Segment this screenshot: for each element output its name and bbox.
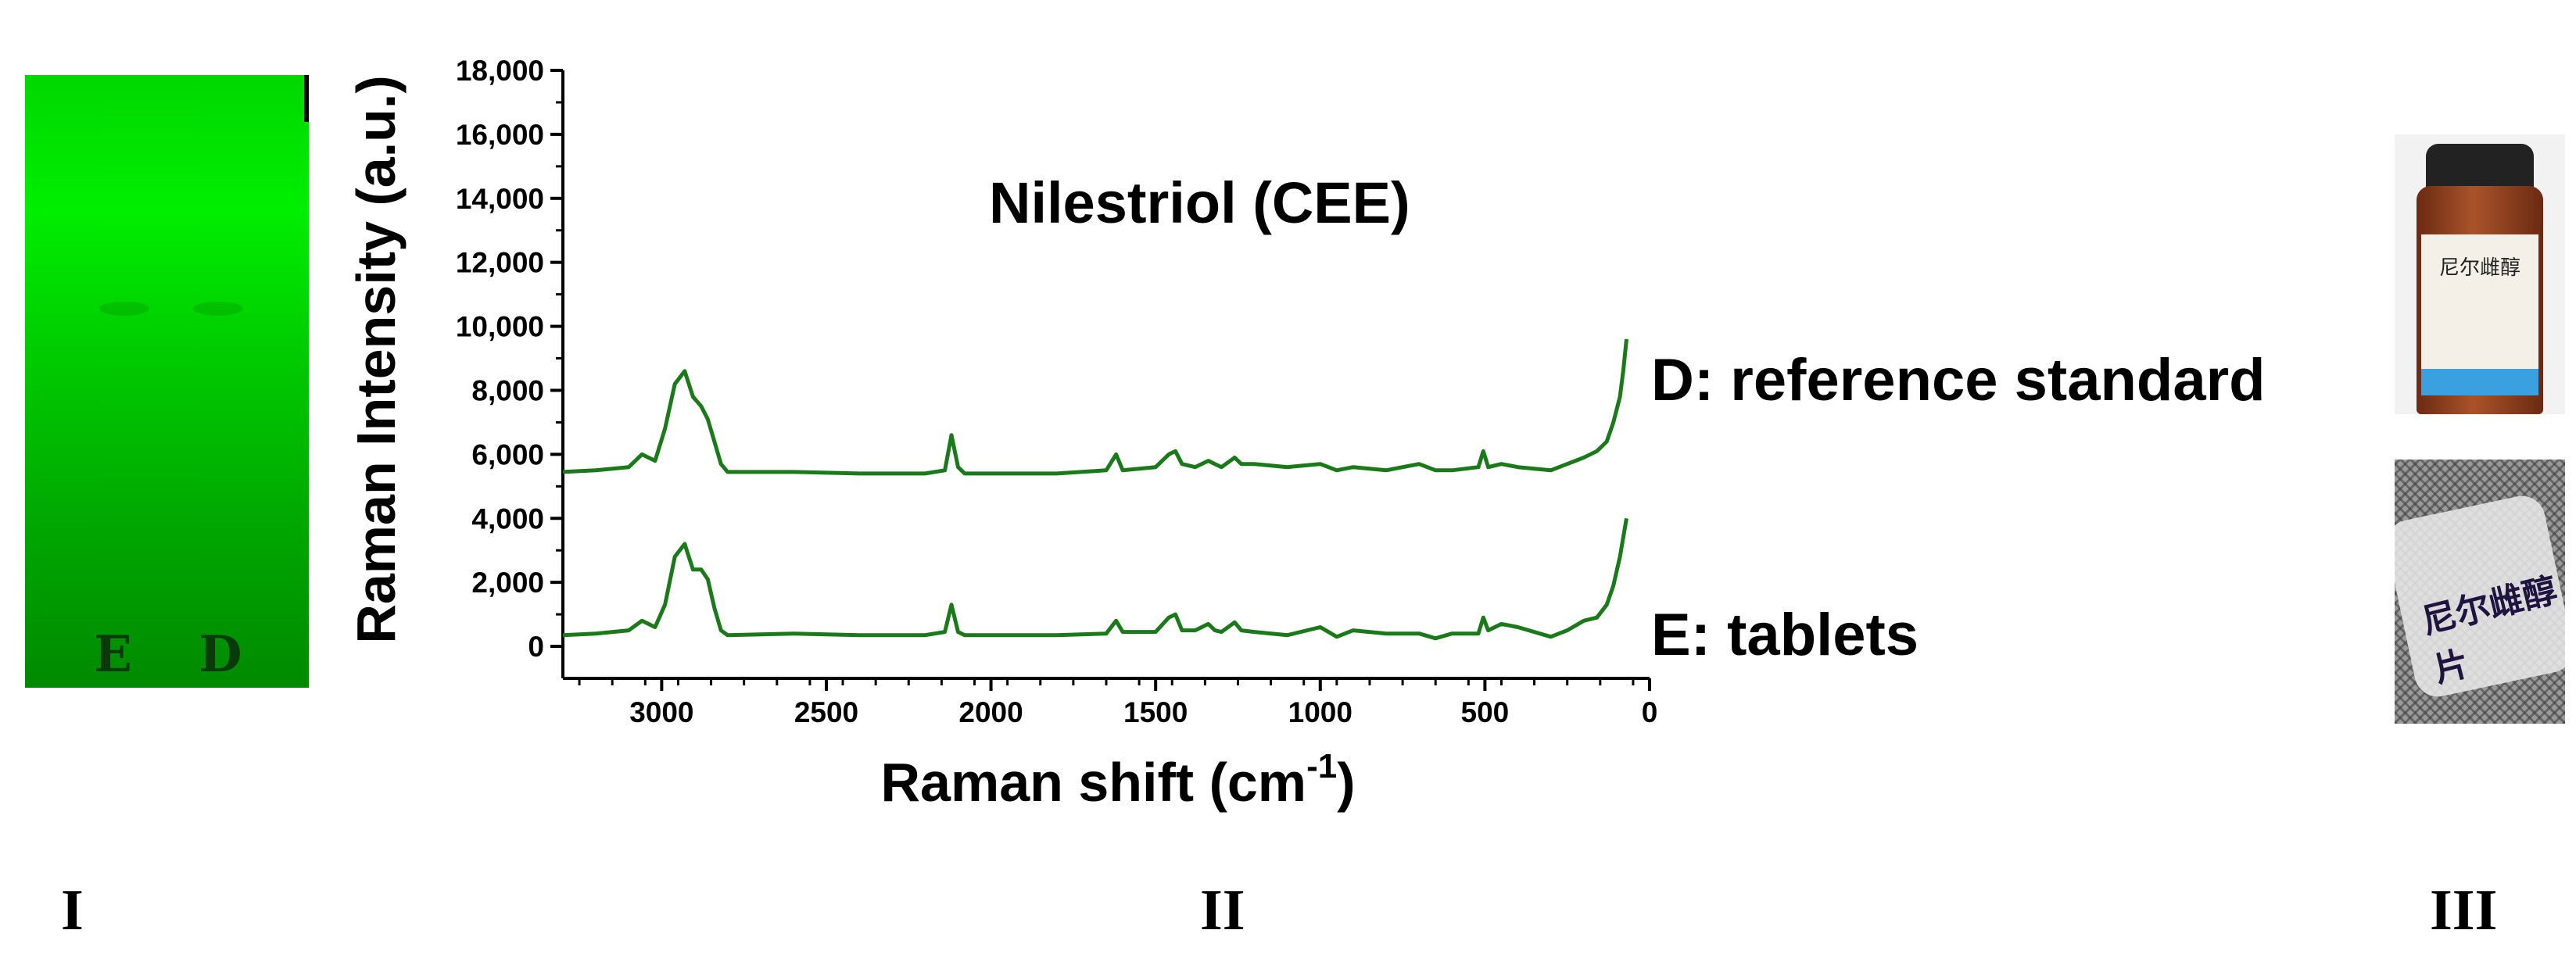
tlc-plate-image: E D xyxy=(25,75,309,688)
y-tick-label: 14,000 xyxy=(456,183,544,215)
y-tick-label: 8,000 xyxy=(471,374,544,406)
plate-edge xyxy=(304,75,309,122)
reference-standard-vial-photo: 尼尔雌醇 xyxy=(2395,134,2565,414)
y-tick-label: 18,000 xyxy=(456,55,544,87)
tablet-package-photo: 尼尔雌醇片 xyxy=(2395,460,2565,724)
x-tick-label: 2500 xyxy=(794,696,858,728)
x-axis-title-main: Raman shift (cm xyxy=(881,752,1307,813)
chart-axes xyxy=(561,70,1650,680)
series-line-tablets xyxy=(562,517,1628,641)
series-line-reference-standard xyxy=(562,338,1628,476)
series-label-e: E: tablets xyxy=(1651,602,1919,668)
vial-label-band xyxy=(2421,369,2538,395)
y-axis-title: Raman Intensity (a.u.) xyxy=(346,75,407,643)
vial-label xyxy=(2421,234,2538,391)
raman-chart: 0 2,000 4,000 6,000 8,000 10,000 12,000 14,000 1… xyxy=(346,55,2266,813)
y-tick-label: 2,000 xyxy=(471,567,544,599)
x-axis-title-end: ) xyxy=(1337,752,1355,813)
chart-series xyxy=(562,338,1628,641)
x-axis-title-sup: -1 xyxy=(1306,747,1337,785)
y-tick-label: 10,000 xyxy=(456,311,544,343)
y-axis-ticks: 0 2,000 4,000 6,000 8,000 10,000 12,000 14,000 1… xyxy=(456,55,563,663)
panel-label-ii: II xyxy=(1200,878,1245,942)
y-tick-label: 0 xyxy=(528,631,544,663)
tlc-spot-e xyxy=(99,302,149,316)
vial-cap xyxy=(2426,144,2534,191)
y-tick-label: 16,000 xyxy=(456,119,544,151)
x-tick-label: 2000 xyxy=(958,696,1023,728)
x-tick-label: 1000 xyxy=(1288,696,1352,728)
panel-label-i: I xyxy=(61,878,84,942)
x-axis-title: Raman shift (cm-1) xyxy=(881,747,1356,813)
y-tick-label: 4,000 xyxy=(471,503,544,535)
tlc-spot-d xyxy=(193,302,243,316)
x-tick-label: 0 xyxy=(1642,696,1658,728)
lane-label-e: E xyxy=(94,625,132,684)
x-tick-label: 3000 xyxy=(629,696,693,728)
x-tick-label: 1500 xyxy=(1123,696,1188,728)
vial-label-text: 尼尔雌醇 xyxy=(2438,256,2520,280)
y-tick-label: 12,000 xyxy=(456,247,544,279)
y-tick-label: 6,000 xyxy=(471,438,544,470)
chart-title: Nilestriol (CEE) xyxy=(989,170,1410,235)
x-axis-ticks: 3000 2500 2000 1500 1000 500 0 xyxy=(578,678,1658,728)
panel-label-iii: III xyxy=(2430,878,2498,942)
lane-label-d: D xyxy=(199,625,242,684)
x-tick-label: 500 xyxy=(1461,696,1510,728)
series-label-d: D: reference standard xyxy=(1651,347,2266,413)
